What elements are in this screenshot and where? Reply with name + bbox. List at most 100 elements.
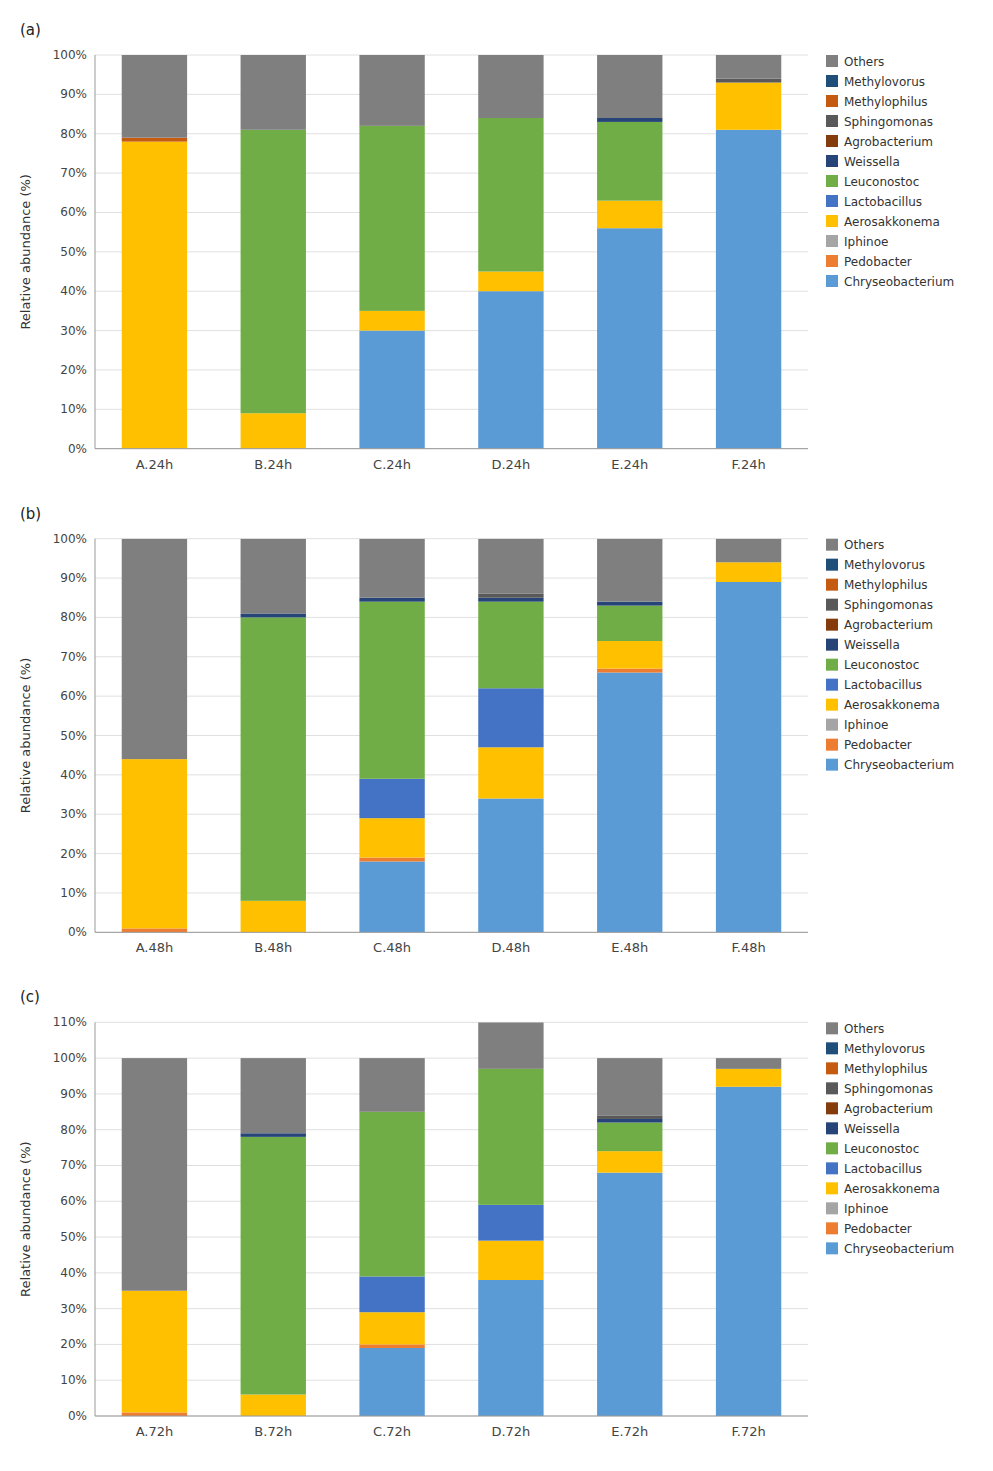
y-axis-label: Relative abundance (%) — [18, 174, 33, 329]
grid-line — [95, 1344, 808, 1345]
bar-segment — [359, 1058, 424, 1112]
bar-segment — [716, 79, 781, 83]
panel-label: (c) — [20, 988, 40, 1006]
bar-segment — [478, 1205, 543, 1241]
legend-label: Iphinoe — [844, 235, 888, 249]
legend-swatch — [826, 95, 838, 107]
grid-line — [95, 1380, 808, 1381]
grid-line — [95, 1022, 808, 1023]
grid-line — [95, 369, 808, 370]
y-tick-label: 60% — [60, 689, 87, 703]
bar-segment — [597, 228, 662, 448]
bar-segment — [122, 1291, 187, 1413]
y-tick-label: 50% — [60, 729, 87, 743]
bar-segment — [359, 1348, 424, 1416]
legend-label: Others — [844, 55, 884, 69]
bar-segment — [478, 602, 543, 689]
y-tick-label: 30% — [60, 1302, 87, 1316]
grid-line — [95, 251, 808, 252]
y-axis-line — [95, 1022, 96, 1416]
bar-segment — [478, 1241, 543, 1280]
grid-line — [95, 1165, 808, 1166]
panel: (c)0%10%20%30%40%50%60%70%80%90%100%110%… — [18, 988, 954, 1439]
grid-line — [95, 538, 808, 539]
grid-line — [95, 932, 808, 933]
legend-swatch — [826, 539, 838, 551]
x-tick-label: A.24h — [136, 457, 174, 472]
legend-swatch — [826, 55, 838, 67]
y-tick-label: 70% — [60, 650, 87, 664]
y-tick-label: 10% — [60, 1373, 87, 1387]
bar-segment — [597, 602, 662, 606]
legend-swatch — [826, 1182, 838, 1194]
legend-swatch — [826, 255, 838, 267]
bar-segment — [716, 562, 781, 582]
y-tick-label: 0% — [68, 1409, 87, 1423]
legend-swatch — [826, 559, 838, 571]
x-tick-label: E.72h — [611, 1424, 648, 1439]
legend-swatch — [826, 619, 838, 631]
grid-line — [95, 696, 808, 697]
legend-swatch — [826, 75, 838, 87]
y-tick-label: 40% — [60, 284, 87, 298]
x-tick-label: F.48h — [731, 940, 765, 955]
legend-label: Sphingomonas — [844, 115, 933, 129]
legend-label: Chryseobacterium — [844, 275, 954, 289]
figure: (a)0%10%20%30%40%50%60%70%80%90%100%Rela… — [0, 0, 993, 1471]
panel: (a)0%10%20%30%40%50%60%70%80%90%100%Rela… — [18, 21, 954, 472]
grid-line — [95, 656, 808, 657]
x-tick-label: F.24h — [731, 457, 765, 472]
grid-line — [95, 1201, 808, 1202]
legend-label: Pedobacter — [844, 255, 912, 269]
y-tick-label: 90% — [60, 571, 87, 585]
grid-line — [95, 330, 808, 331]
y-axis-label: Relative abundance (%) — [18, 658, 33, 814]
bar-segment — [241, 1133, 306, 1137]
y-axis-label: Relative abundance (%) — [18, 1141, 33, 1297]
legend-swatch — [826, 1062, 838, 1074]
bar-segment — [359, 126, 424, 311]
panel-label: (a) — [20, 21, 41, 39]
x-tick-label: B.72h — [254, 1424, 292, 1439]
legend-label: Aerosakkonema — [844, 215, 940, 229]
legend-label: Leuconostoc — [844, 658, 919, 672]
bar-segment — [241, 539, 306, 614]
legend-swatch — [826, 1142, 838, 1154]
bars — [122, 55, 782, 449]
grid-line — [95, 212, 808, 213]
panel-label: (b) — [20, 505, 41, 523]
grid-line — [95, 578, 808, 579]
bar-segment — [478, 798, 543, 932]
bar-segment — [597, 1058, 662, 1115]
grid-line — [95, 291, 808, 292]
legend-swatch — [826, 155, 838, 167]
bar-segment — [478, 747, 543, 798]
legend-label: Iphinoe — [844, 1202, 888, 1216]
grid-line — [95, 892, 808, 893]
legend-swatch — [826, 115, 838, 127]
legend-swatch — [826, 659, 838, 671]
y-tick-label: 10% — [60, 886, 87, 900]
bar-segment — [597, 1119, 662, 1123]
grid-line — [95, 853, 808, 854]
legend-swatch — [826, 579, 838, 591]
y-tick-label: 50% — [60, 1230, 87, 1244]
y-tick-label: 20% — [60, 1337, 87, 1351]
bar-segment — [359, 779, 424, 818]
grid-line — [95, 448, 808, 449]
y-tick-label: 60% — [60, 205, 87, 219]
grid-line — [95, 617, 808, 618]
x-tick-label: B.48h — [254, 940, 292, 955]
bar-segment — [716, 539, 781, 563]
bar-segment — [478, 291, 543, 448]
bar-segment — [597, 606, 662, 641]
bar-segment — [122, 1412, 187, 1416]
bar-segment — [597, 122, 662, 201]
bar-segment — [597, 118, 662, 122]
legend: OthersMethylovorusMethylophilusSphingomo… — [826, 538, 954, 772]
legend-swatch — [826, 739, 838, 751]
y-axis-line — [95, 539, 96, 933]
grid-line — [95, 94, 808, 95]
x-tick-label: A.72h — [136, 1424, 174, 1439]
y-tick-label: 80% — [60, 610, 87, 624]
